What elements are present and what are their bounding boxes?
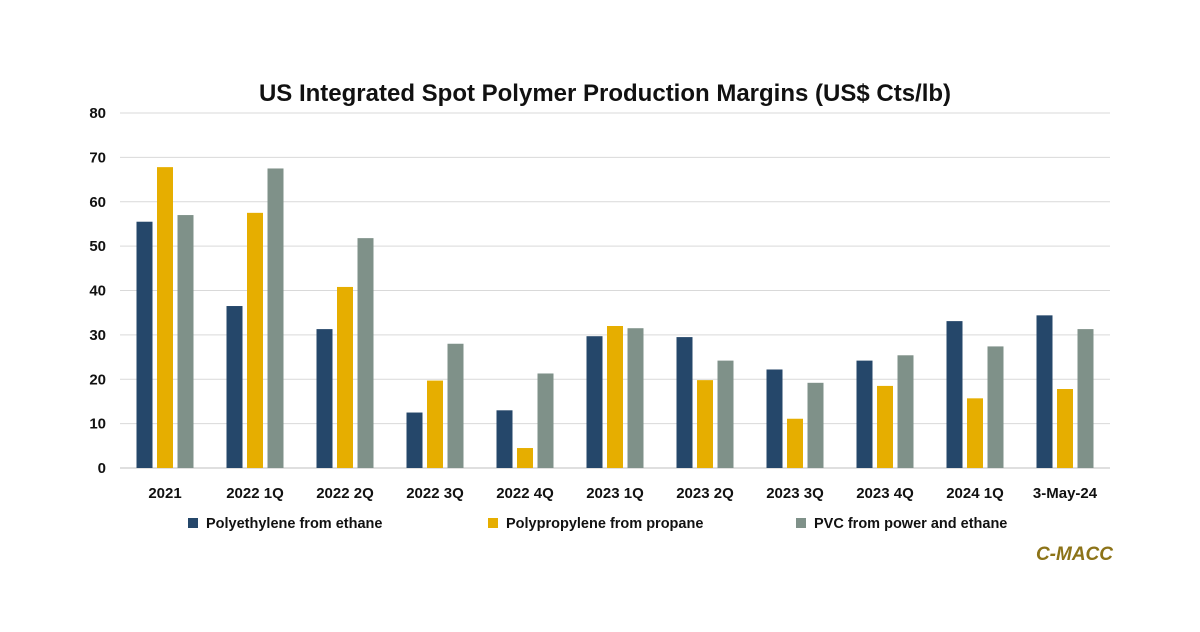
x-tick-label: 3-May-24 (1033, 485, 1098, 502)
x-axis: 2021 2022 1Q 2022 2Q 2022 3Q 2022 4Q 2023 1Q 2… (148, 485, 1097, 502)
bar-pvc-from-power-and-ethane (177, 215, 194, 468)
bar-pvc-from-power-and-ethane (717, 360, 734, 468)
legend-swatch (488, 518, 498, 528)
x-tick-label: 2022 3Q (406, 485, 464, 502)
bar-polyethylene-from-ethane (586, 336, 603, 468)
x-tick-label: 2022 4Q (496, 485, 554, 502)
bar-pvc-from-power-and-ethane (267, 168, 284, 468)
y-tick-label: 70 (89, 149, 106, 166)
bar-pvc-from-power-and-ethane (807, 382, 824, 468)
x-tick-label: 2023 3Q (766, 485, 824, 502)
bar-polypropylene-from-propane (427, 380, 443, 468)
y-tick-label: 80 (89, 105, 106, 122)
bar-pvc-from-power-and-ethane (537, 373, 554, 468)
bar-pvc-from-power-and-ethane (1077, 329, 1094, 468)
y-tick-label: 0 (98, 460, 106, 477)
chart-title: US Integrated Spot Polymer Production Ma… (259, 80, 951, 107)
x-tick-label: 2023 4Q (856, 485, 914, 502)
legend-label: PVC from power and ethane (814, 516, 1007, 532)
x-tick-label: 2023 1Q (586, 485, 644, 502)
bar-polypropylene-from-propane (607, 326, 623, 468)
bar-polypropylene-from-propane (247, 212, 263, 468)
bar-polyethylene-from-ethane (496, 410, 513, 468)
bars (136, 167, 1094, 468)
bar-polypropylene-from-propane (517, 448, 533, 468)
bar-polypropylene-from-propane (697, 380, 713, 468)
x-tick-label: 2021 (148, 485, 181, 502)
x-tick-label: 2023 2Q (676, 485, 734, 502)
x-tick-label: 2024 1Q (946, 485, 1004, 502)
y-tick-label: 40 (89, 283, 106, 300)
x-tick-label: 2022 1Q (226, 485, 284, 502)
legend-label: Polypropylene from propane (506, 516, 703, 532)
bar-polyethylene-from-ethane (676, 337, 693, 468)
bar-polypropylene-from-propane (967, 398, 983, 468)
bar-polypropylene-from-propane (1057, 389, 1073, 468)
y-tick-label: 30 (89, 327, 106, 344)
y-tick-label: 50 (89, 238, 106, 255)
y-tick-label: 10 (89, 416, 106, 433)
bar-polypropylene-from-propane (337, 286, 353, 468)
bar-pvc-from-power-and-ethane (897, 355, 914, 468)
y-tick-label: 20 (89, 371, 106, 388)
bar-pvc-from-power-and-ethane (447, 343, 464, 468)
bar-polyethylene-from-ethane (136, 221, 153, 468)
bar-polyethylene-from-ethane (226, 306, 243, 468)
source-label: C-MACC (1036, 544, 1113, 565)
bar-polypropylene-from-propane (877, 385, 893, 468)
bar-polyethylene-from-ethane (766, 369, 783, 468)
legend: Polyethylene from ethane Polypropylene fr… (188, 516, 1007, 532)
legend-swatch (188, 518, 198, 528)
gridlines (120, 112, 1110, 469)
bar-polyethylene-from-ethane (946, 321, 963, 468)
bar-pvc-from-power-and-ethane (357, 238, 374, 468)
legend-swatch (796, 518, 806, 528)
y-tick-label: 60 (89, 194, 106, 211)
legend-label: Polyethylene from ethane (206, 516, 382, 532)
x-tick-label: 2022 2Q (316, 485, 374, 502)
bar-polyethylene-from-ethane (1036, 315, 1053, 468)
y-axis: 0 10 20 30 40 50 60 70 80 (89, 105, 106, 477)
bar-polyethylene-from-ethane (856, 360, 873, 468)
bar-polypropylene-from-propane (787, 418, 803, 468)
bar-pvc-from-power-and-ethane (627, 328, 644, 468)
bar-polypropylene-from-propane (157, 167, 173, 468)
bar-pvc-from-power-and-ethane (987, 346, 1004, 468)
bar-polyethylene-from-ethane (316, 329, 333, 468)
bar-polyethylene-from-ethane (406, 412, 423, 468)
